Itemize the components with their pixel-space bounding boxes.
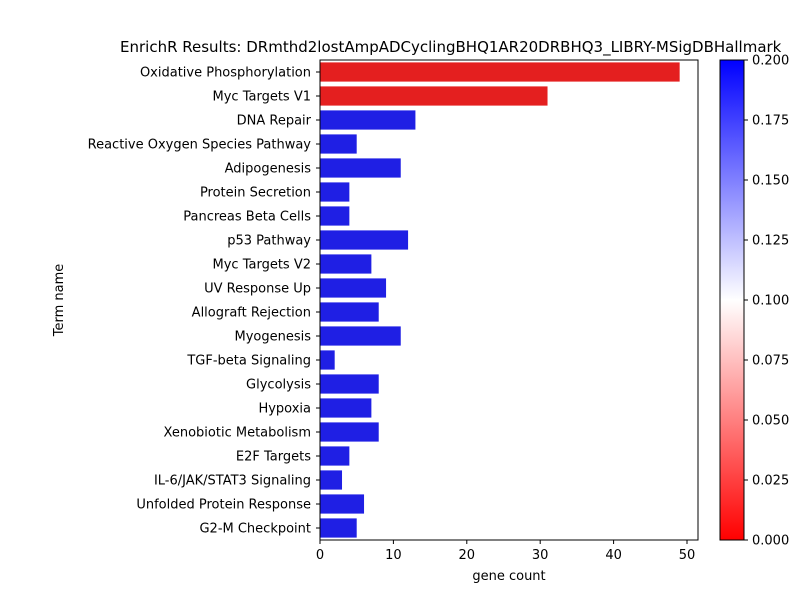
y-tick-label: DNA Repair: [237, 114, 312, 129]
y-tick-label: UV Response Up: [204, 282, 311, 297]
y-tick-label: Myc Targets V1: [213, 90, 311, 105]
bar: [320, 470, 343, 490]
bar: [320, 206, 350, 226]
y-tick-label: Reactive Oxygen Species Pathway: [88, 138, 312, 153]
y-tick-label: TGF-beta Signaling: [186, 354, 311, 369]
y-tick-label: IL-6/JAK/STAT3 Signaling: [154, 474, 311, 489]
chart-title: EnrichR Results: DRmthd2lostAmpADCycling…: [120, 38, 782, 57]
bar: [320, 278, 387, 298]
bar: [320, 110, 416, 130]
y-tick-label: Xenobiotic Metabolism: [164, 426, 311, 441]
colorbar-tick-label: 0.100: [752, 294, 789, 309]
colorbar-tick-label: 0.025: [752, 474, 789, 489]
x-tick-label: 50: [679, 548, 696, 563]
bar: [320, 422, 379, 442]
y-tick-label: Unfolded Protein Response: [136, 498, 311, 513]
bar: [320, 254, 372, 274]
bar: [320, 494, 365, 514]
y-tick-label: Allograft Rejection: [192, 306, 311, 321]
y-tick-label: Protein Secretion: [200, 186, 311, 201]
colorbar-tick-label: 0.075: [752, 354, 789, 369]
y-tick-label: G2-M Checkpoint: [199, 522, 311, 537]
x-tick-label: 10: [385, 548, 402, 563]
bar: [320, 374, 379, 394]
y-tick-label: Glycolysis: [246, 378, 311, 393]
bar: [320, 518, 357, 538]
bar: [320, 134, 357, 154]
bar: [320, 326, 401, 346]
x-tick-label: 0: [316, 548, 324, 563]
x-tick-label: 40: [605, 548, 622, 563]
y-tick-label: Myogenesis: [234, 330, 311, 345]
bar: [320, 446, 350, 466]
y-tick-label: Adipogenesis: [225, 162, 312, 177]
colorbar-tick-label: 0.125: [752, 234, 789, 249]
bar: [320, 398, 372, 418]
colorbar-tick-label: 0.050: [752, 414, 789, 429]
colorbar: [719, 59, 745, 541]
colorbar-tick-label: 0.175: [752, 114, 789, 129]
bar: [320, 230, 409, 250]
plot-frame: [319, 59, 699, 541]
colorbar-tick-label: 0.200: [752, 54, 789, 69]
x-axis-label: gene count: [472, 569, 545, 584]
y-tick-label: Hypoxia: [258, 402, 311, 417]
y-tick-label: Oxidative Phosphorylation: [140, 66, 311, 81]
x-tick-label: 20: [459, 548, 476, 563]
y-tick-label: Pancreas Beta Cells: [183, 210, 311, 225]
x-tick-label: 30: [532, 548, 549, 563]
bar: [320, 350, 335, 370]
y-tick-label: p53 Pathway: [227, 234, 311, 249]
bar: [320, 86, 548, 106]
bar: [320, 62, 680, 82]
y-axis-label: Term name: [52, 264, 67, 338]
bar: [320, 158, 401, 178]
colorbar-tick-label: 0.000: [752, 534, 789, 549]
y-tick-label: Myc Targets V2: [213, 258, 311, 273]
y-tick-label: E2F Targets: [236, 450, 311, 465]
colorbar-tick-label: 0.150: [752, 174, 789, 189]
bar: [320, 302, 379, 322]
bar: [320, 182, 350, 202]
